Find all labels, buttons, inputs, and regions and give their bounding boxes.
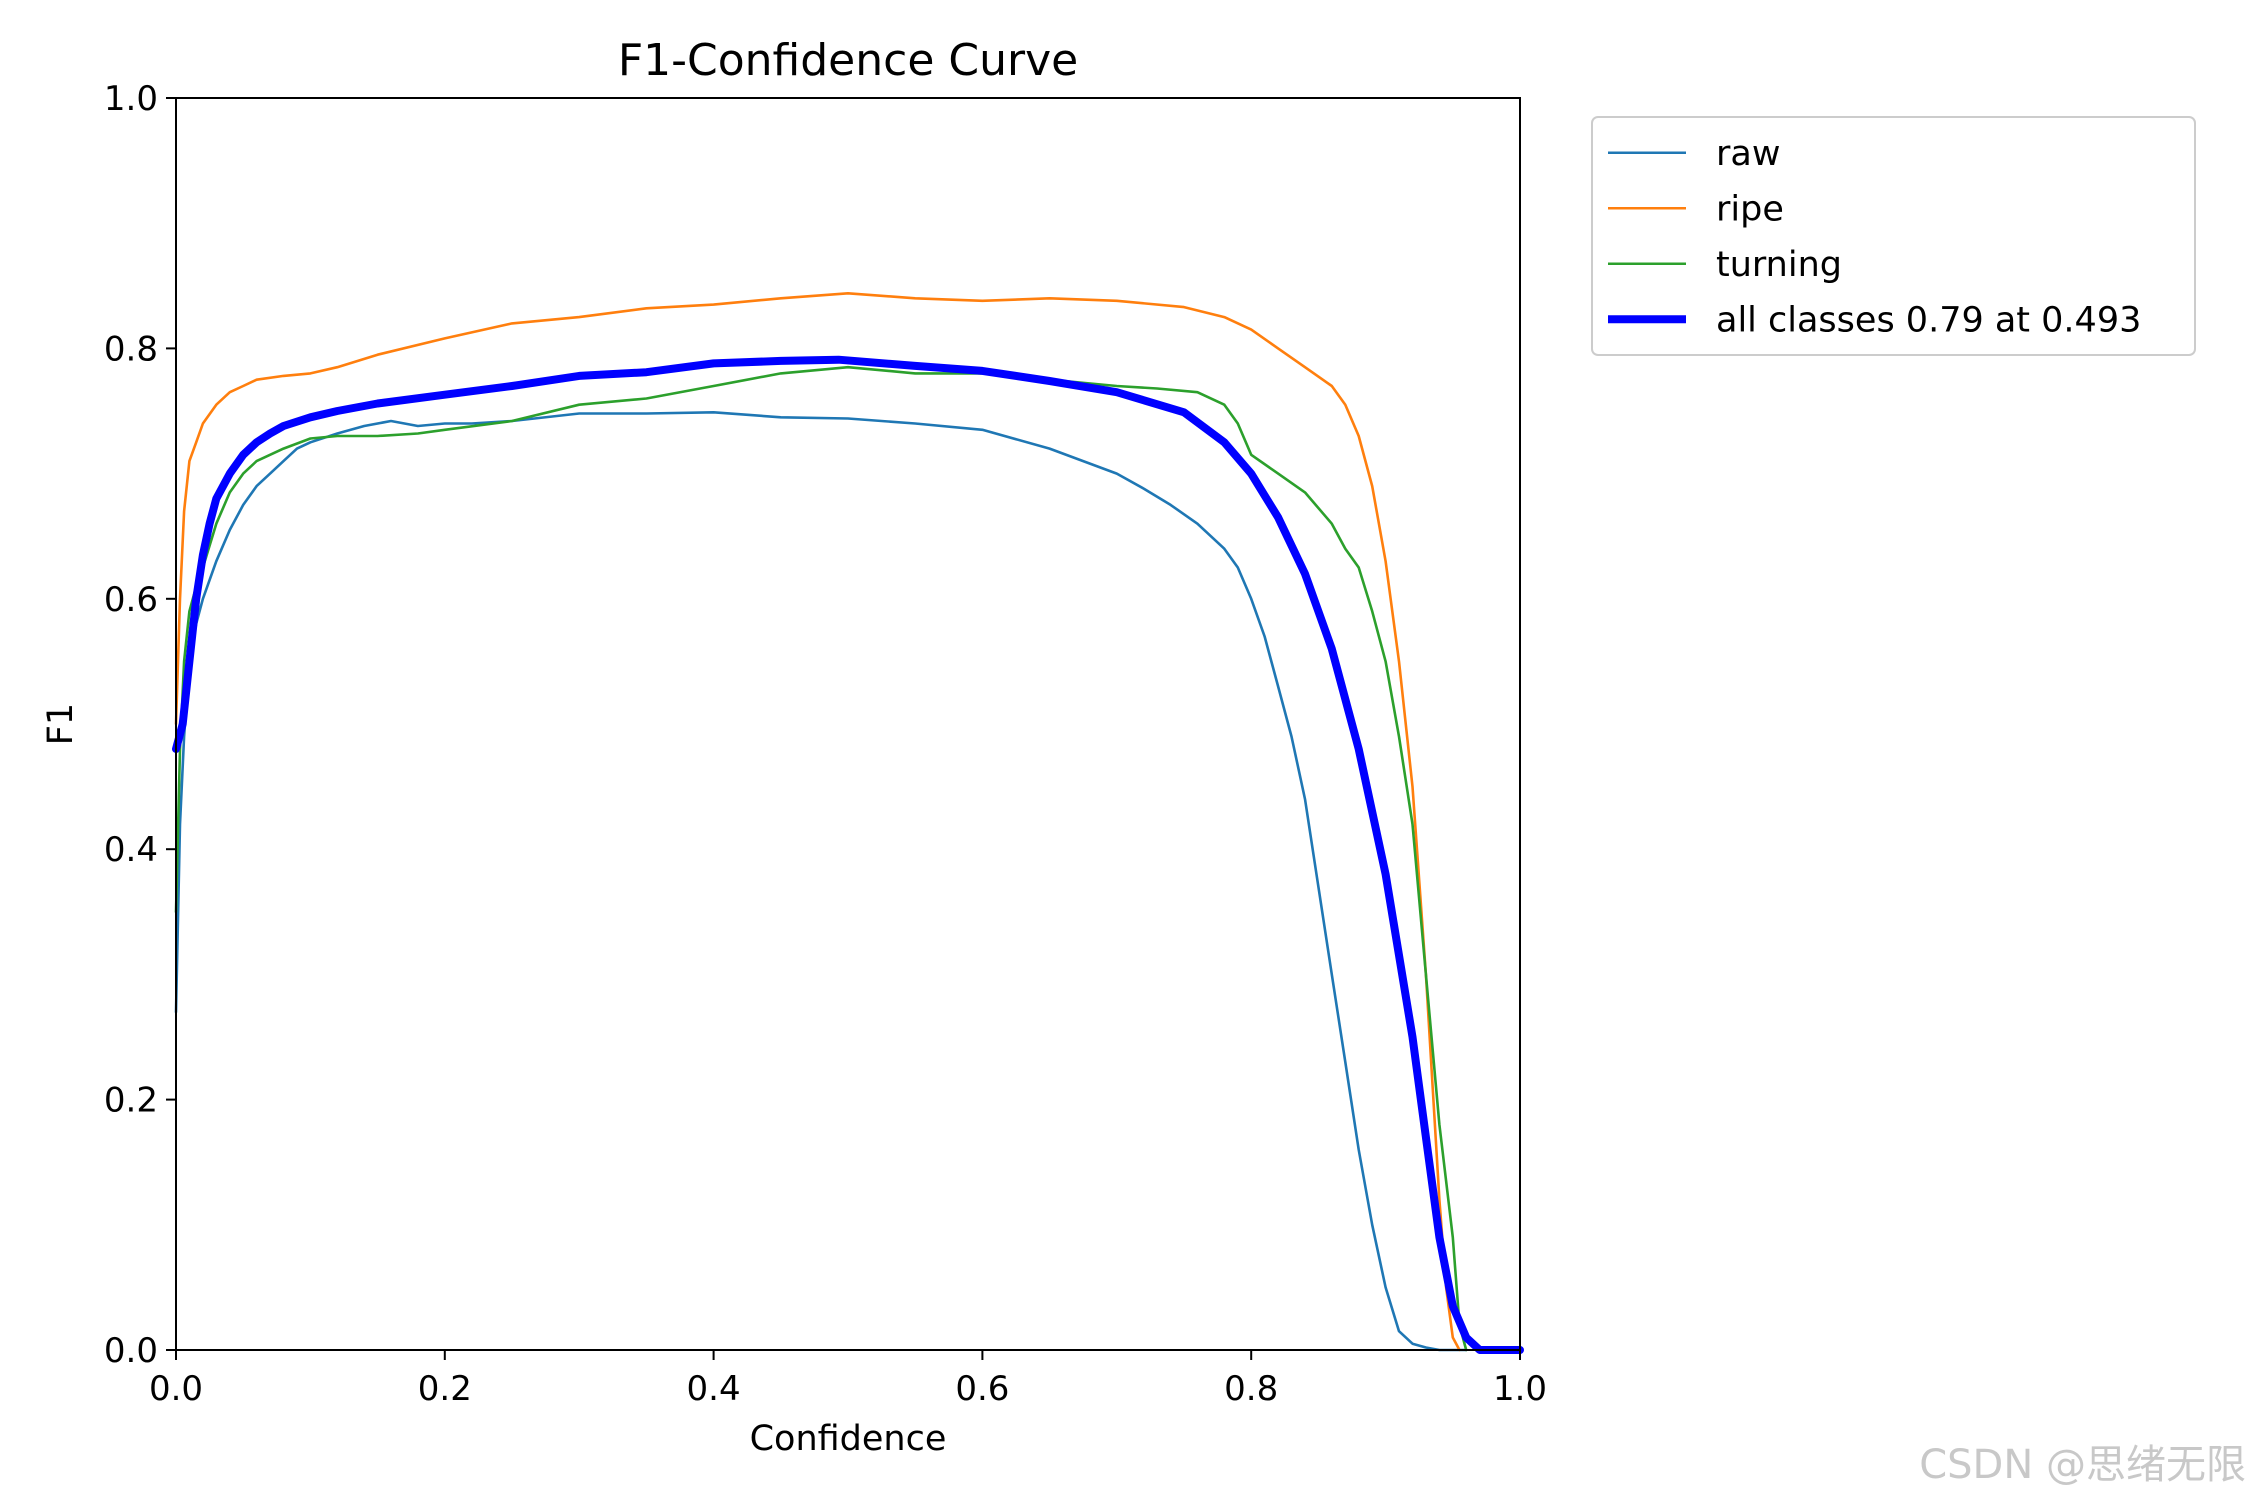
- series-layer: [172, 291, 1524, 1354]
- series-line-turning: [174, 365, 1468, 1352]
- x-tick-label: 0.6: [955, 1369, 1009, 1409]
- y-axis-label: F1: [41, 703, 81, 745]
- series-line-ripe: [174, 291, 1461, 1352]
- y-tick-label: 0.0: [104, 1331, 158, 1371]
- legend-box: [1591, 116, 2196, 356]
- x-tick-label: 0.8: [1224, 1369, 1278, 1409]
- legend-label: turning: [1716, 245, 1842, 285]
- chart-title: F1-Confidence Curve: [618, 35, 1078, 86]
- plot-frame: [175, 97, 1521, 1351]
- legend-label: all classes 0.79 at 0.493: [1716, 300, 2141, 340]
- legend-item: all classes 0.79 at 0.493: [1608, 300, 2141, 340]
- y-tick-label: 0.6: [104, 580, 158, 620]
- series-line-all-all: [172, 355, 1524, 1354]
- y-tick-label: 1.0: [104, 79, 158, 119]
- legend-item: raw: [1608, 134, 1780, 174]
- x-axis-label: Confidence: [750, 1419, 947, 1459]
- y-tick-label: 0.4: [104, 830, 158, 870]
- legend-item: ripe: [1608, 189, 1784, 229]
- series-line-raw: [174, 410, 1468, 1352]
- x-tick-label: 1.0: [1493, 1369, 1547, 1409]
- legend-label: raw: [1716, 134, 1780, 174]
- x-tick-label: 0.2: [418, 1369, 472, 1409]
- y-tick-label: 0.2: [104, 1081, 158, 1121]
- watermark-text: CSDN @思绪无限: [1919, 1442, 2246, 1488]
- legend: raw ripe turning all classes 0.79 at 0.493: [1591, 116, 2196, 356]
- y-axis: 0.0 0.2 0.4 0.6 0.8 1.0: [104, 79, 176, 1371]
- x-tick-label: 0.4: [687, 1369, 741, 1409]
- legend-label: ripe: [1716, 189, 1784, 229]
- legend-items: raw ripe turning all classes 0.79 at 0.493: [1608, 134, 2141, 340]
- x-tick-label: 0.0: [149, 1369, 203, 1409]
- plot-area: [172, 97, 1524, 1354]
- y-tick-label: 0.8: [104, 329, 158, 369]
- x-axis: 0.0 0.2 0.4 0.6 0.8 1.0: [149, 1350, 1547, 1409]
- legend-item: turning: [1608, 245, 1842, 285]
